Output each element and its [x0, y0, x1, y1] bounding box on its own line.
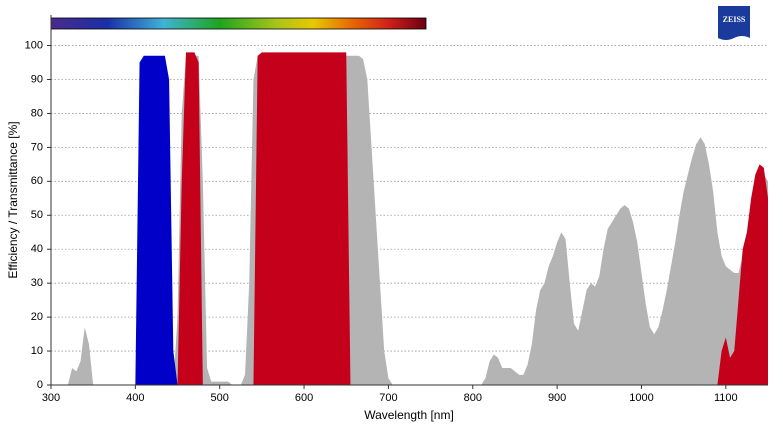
x-tick-label: 1000	[629, 392, 653, 404]
x-tick-label: 500	[211, 392, 229, 404]
x-tick-label: 400	[126, 392, 144, 404]
y-tick-label: 90	[31, 73, 43, 85]
y-tick-label: 60	[31, 175, 43, 187]
x-tick-label: 1100	[714, 392, 738, 404]
x-tick-label: 300	[42, 392, 60, 404]
spectrum-bar	[50, 17, 427, 30]
logo-text: ZEISS	[723, 15, 746, 24]
x-tick-label: 900	[548, 392, 566, 404]
area-series	[51, 55, 768, 385]
logo-badge	[718, 6, 750, 40]
plot-area	[51, 45, 768, 386]
y-tick-label: 10	[31, 345, 43, 357]
area-series	[51, 52, 768, 386]
y-tick-label: 20	[31, 311, 43, 323]
y-tick-label: 30	[31, 277, 43, 289]
y-tick-label: 0	[37, 379, 43, 391]
y-tick-label: 70	[31, 141, 43, 153]
logo: ZEISS	[718, 6, 750, 40]
y-tick-label: 80	[31, 107, 43, 119]
y-tick-label: 50	[31, 209, 43, 221]
y-tick-label: 100	[25, 39, 43, 51]
x-tick-label: 600	[295, 392, 313, 404]
x-tick-label: 800	[464, 392, 482, 404]
x-tick-label: 700	[379, 392, 397, 404]
y-axis-title: Efficiency / Transmittance [%]	[6, 121, 20, 278]
y-tick-label: 40	[31, 243, 43, 255]
x-axis-title: Wavelength [nm]	[364, 408, 454, 422]
